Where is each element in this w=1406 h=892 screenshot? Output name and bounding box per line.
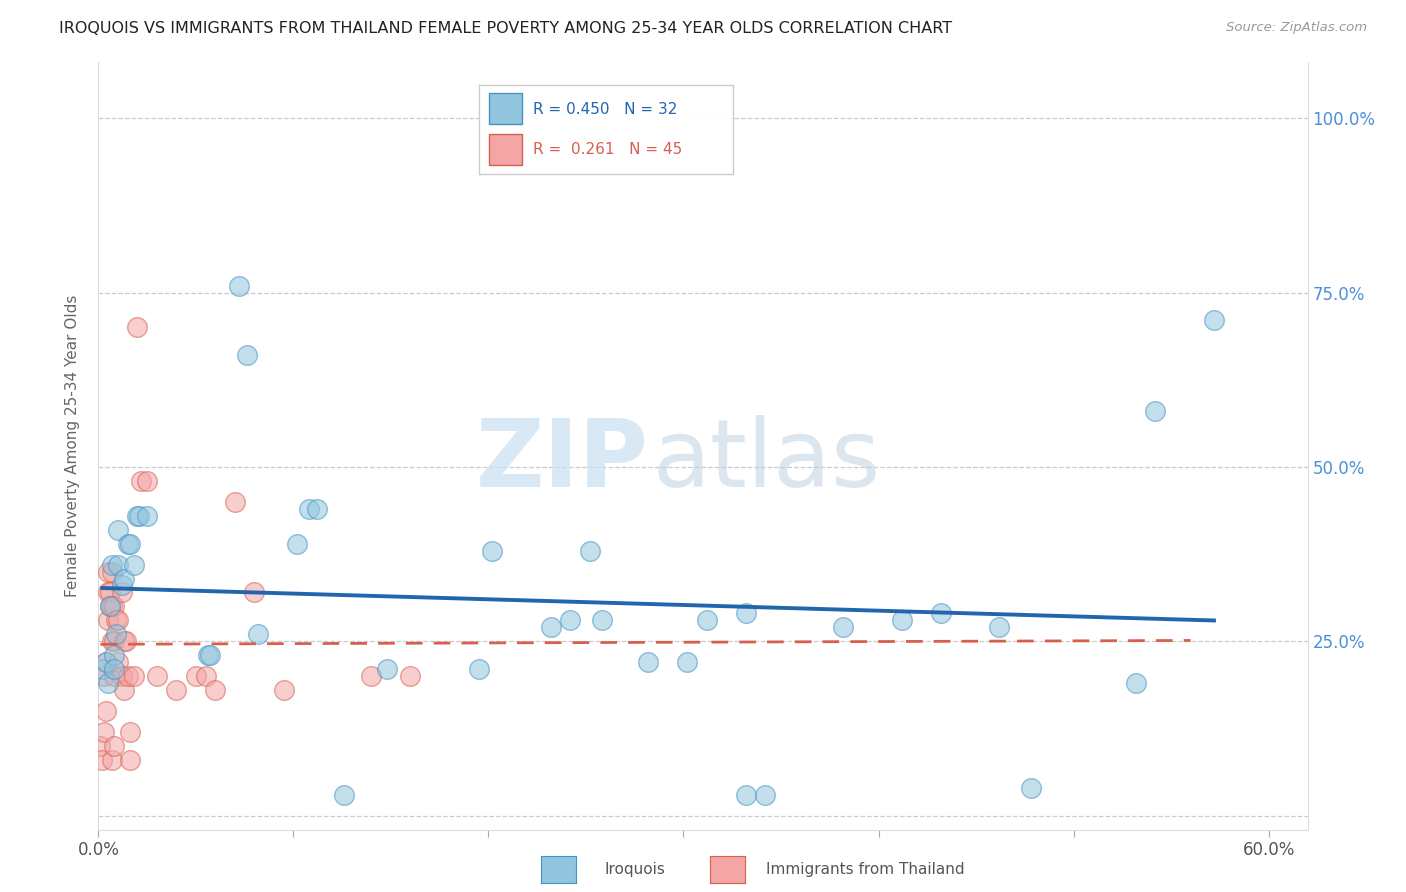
Point [146,669,169,683]
Text: Iroquois: Iroquois [605,863,665,877]
Point [929,607,952,621]
Text: Source: ZipAtlas.com: Source: ZipAtlas.com [1226,21,1367,34]
Point [103,669,125,683]
Point [107,613,129,627]
Point [96,655,118,669]
Point [117,669,139,683]
Point [165,683,187,698]
Point [481,543,503,558]
Point [333,788,356,802]
Point [754,788,776,802]
Point [97,676,120,690]
Point [101,634,124,648]
Point [128,508,150,523]
Point [111,585,134,599]
Point [360,669,382,683]
Point [118,753,141,767]
Point [103,662,125,676]
Point [93,669,115,683]
Point [1019,780,1042,795]
Point [103,599,125,614]
Point [111,578,134,592]
Point [93,725,115,739]
Point [117,536,139,550]
Point [560,613,582,627]
Point [101,753,124,767]
Point [98,585,121,599]
Point [197,648,219,663]
Y-axis label: Female Poverty Among 25-34 Year Olds: Female Poverty Among 25-34 Year Olds [65,295,80,597]
Point [127,320,149,334]
Point [107,655,129,669]
Point [136,508,159,523]
Point [136,474,159,488]
Point [101,565,124,579]
Point [96,655,118,669]
Point [118,536,141,550]
Point [97,613,120,627]
Point [103,739,125,753]
Point [107,558,129,572]
Point [97,585,120,599]
Point [107,523,129,537]
Point [235,348,257,362]
Text: Immigrants from Thailand: Immigrants from Thailand [766,863,965,877]
Point [103,648,125,663]
Point [184,669,207,683]
Point [467,662,489,676]
Point [101,599,124,614]
Point [579,543,602,558]
Point [98,599,121,614]
Point [198,648,221,663]
Point [285,536,308,550]
Point [114,634,136,648]
Point [112,572,135,586]
Point [988,620,1011,634]
Point [1202,313,1225,327]
Point [1144,404,1167,418]
Point [101,558,124,572]
Point [91,753,114,767]
Point [540,620,562,634]
Point [305,501,328,516]
Point [591,613,613,627]
Point [298,501,321,516]
Point [89,739,111,753]
Point [194,669,217,683]
Point [243,585,266,599]
Point [104,627,127,641]
Point [676,655,699,669]
Point [224,495,246,509]
Text: IROQUOIS VS IMMIGRANTS FROM THAILAND FEMALE POVERTY AMONG 25-34 YEAR OLDS CORREL: IROQUOIS VS IMMIGRANTS FROM THAILAND FEM… [59,21,952,36]
Point [111,669,134,683]
Point [273,683,295,698]
Point [228,278,250,293]
Point [98,599,121,614]
Point [96,704,118,718]
Point [112,634,135,648]
Point [735,788,758,802]
Point [890,613,912,627]
Point [91,662,114,676]
Point [103,634,125,648]
Point [399,669,422,683]
Point [735,607,758,621]
Point [637,655,659,669]
Point [122,669,145,683]
Point [122,558,145,572]
Point [1125,676,1147,690]
Point [127,508,149,523]
Point [118,725,141,739]
Point [696,613,718,627]
Point [832,620,855,634]
Point [97,565,120,579]
Point [112,683,135,698]
Point [247,627,270,641]
Point [204,683,226,698]
Point [104,613,127,627]
Text: atlas: atlas [652,416,880,508]
Point [131,474,153,488]
Point [375,662,398,676]
Text: ZIP: ZIP [475,416,648,508]
